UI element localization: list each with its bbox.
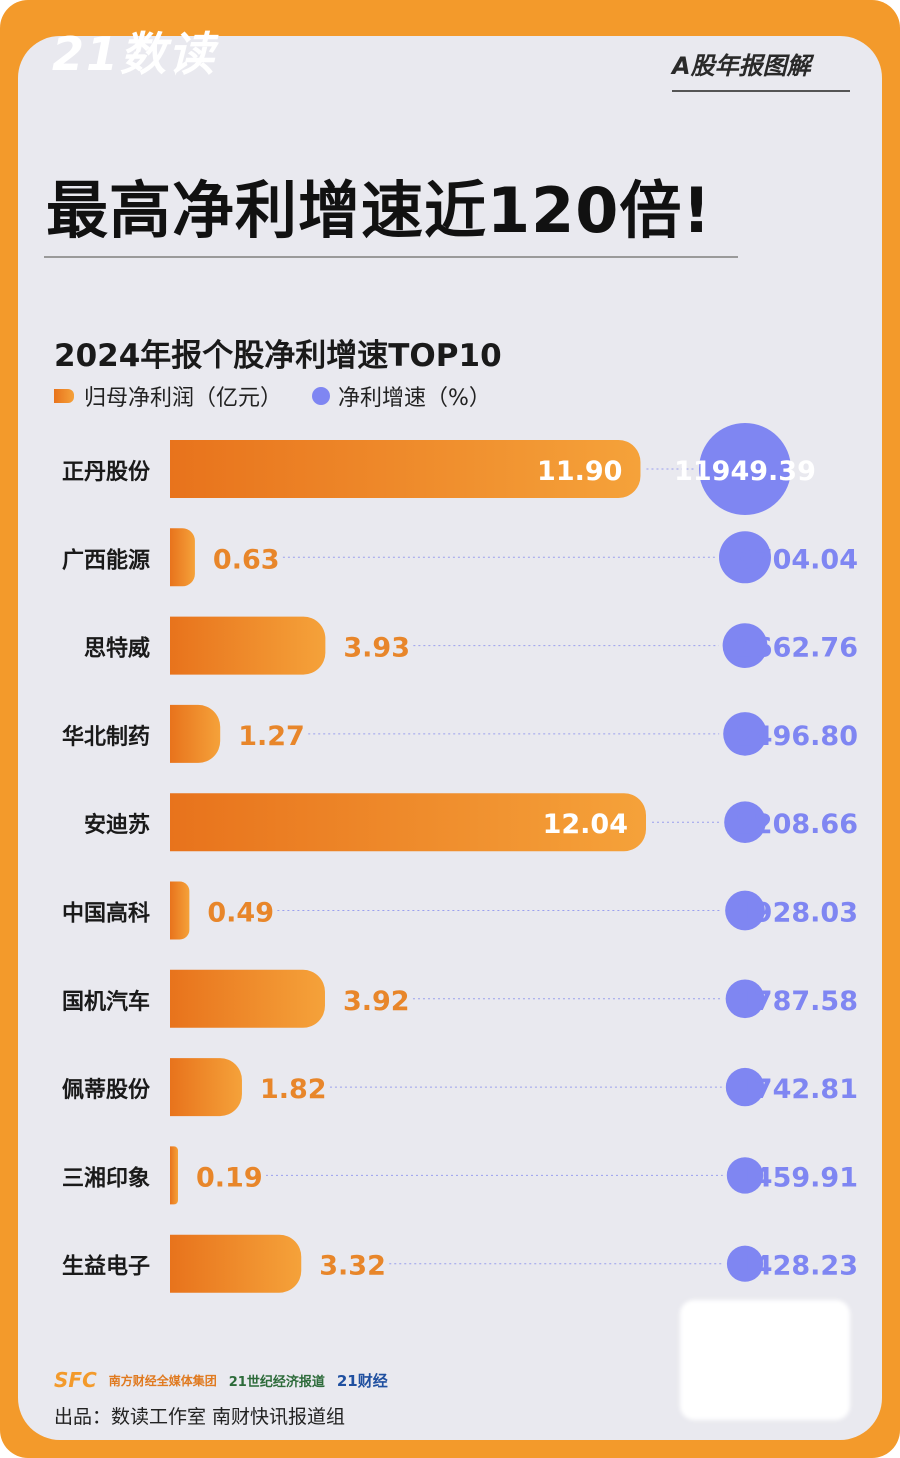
category-label: 三湘印象 (62, 1165, 150, 1191)
profit-value-label: 3.93 (343, 633, 410, 664)
legend-dot-swatch (312, 387, 331, 405)
profit-value-label: 12.04 (543, 809, 628, 840)
legend-profit: 归母净利润（亿元） (84, 386, 283, 411)
profit-value-label: 0.19 (196, 1162, 263, 1193)
profit-bar (170, 704, 221, 763)
credit-line: 出品：数读工作室 南财快讯报道组 (54, 1406, 346, 1428)
profit-bar (170, 528, 195, 587)
category-label: 中国高科 (62, 901, 150, 927)
growth-value-label: 1459.91 (735, 1162, 858, 1193)
tag-underline (672, 90, 850, 92)
growth-value-label: 2208.66 (735, 809, 858, 840)
category-label: 广西能源 (62, 547, 150, 573)
growth-bubble (724, 801, 766, 844)
growth-value-label: 11949.39 (674, 456, 816, 487)
category-label: 安迪苏 (84, 812, 150, 838)
brand-tag: A股年报图解 (672, 52, 811, 80)
legend-growth: 净利增速（%） (338, 386, 491, 411)
growth-bubble (718, 531, 772, 584)
growth-bubble (725, 1067, 765, 1107)
profit-bar (170, 793, 646, 852)
profit-value-label: 1.27 (238, 721, 305, 752)
growth-value-label: 2662.76 (735, 633, 858, 664)
profit-bar (170, 440, 641, 498)
sfc-logo: SFC (54, 1368, 97, 1392)
growth-value-label: 2496.80 (735, 721, 858, 752)
category-label: 生益电子 (62, 1254, 150, 1280)
profit-bar (170, 1058, 242, 1117)
growth-bubble (699, 423, 791, 515)
growth-bubble (725, 979, 765, 1019)
chart-title: 2024年报个股净利增速TOP10 (54, 338, 502, 374)
profit-value-label: 11.90 (537, 456, 622, 487)
growth-value-label: 1787.58 (735, 986, 858, 1017)
footer-logos: SFC 南方财经全媒体集团 21世纪经济报道 21财经 (54, 1368, 388, 1392)
growth-bubble (726, 1157, 764, 1194)
profit-bar (170, 1146, 178, 1205)
growth-bubble (726, 1245, 764, 1282)
profit-value-label: 1.82 (260, 1074, 327, 1105)
category-label: 华北制药 (62, 724, 150, 750)
category-label: 思特威 (84, 636, 150, 662)
herald-logo: 21世纪经济报道 (228, 1374, 325, 1390)
profit-value-label: 3.32 (319, 1251, 386, 1282)
brand-logo: 21数读 (52, 27, 217, 81)
growth-value-label: 3704.04 (735, 544, 858, 575)
growth-value-label: 1928.03 (735, 898, 858, 929)
legend-bar-swatch (54, 389, 74, 403)
sfc-name: 南方财经全媒体集团 (108, 1373, 217, 1388)
page-title: 最高净利增速近120倍! (46, 174, 712, 247)
category-label: 佩蒂股份 (62, 1078, 151, 1103)
category-label: 正丹股份 (62, 460, 151, 485)
profit-bar (170, 616, 326, 675)
growth-bubble (723, 712, 767, 756)
qr-code-area (680, 1300, 850, 1420)
growth-bubble (725, 890, 765, 931)
caijing-logo: 21财经 (336, 1371, 388, 1390)
profit-bar (170, 881, 190, 940)
chart-legend: 归母净利润（亿元） 净利增速（%） (54, 380, 491, 412)
profit-value-label: 3.92 (343, 986, 410, 1017)
growth-value-label: 1428.23 (735, 1251, 858, 1282)
growth-value-label: 1742.81 (735, 1074, 858, 1105)
profit-bar (170, 969, 325, 1028)
profit-value-label: 0.63 (213, 544, 280, 575)
title-divider (44, 256, 738, 258)
profit-value-label: 0.49 (207, 898, 274, 929)
growth-bubble (722, 623, 768, 668)
category-label: 国机汽车 (62, 989, 150, 1015)
profit-bar (170, 1234, 302, 1293)
